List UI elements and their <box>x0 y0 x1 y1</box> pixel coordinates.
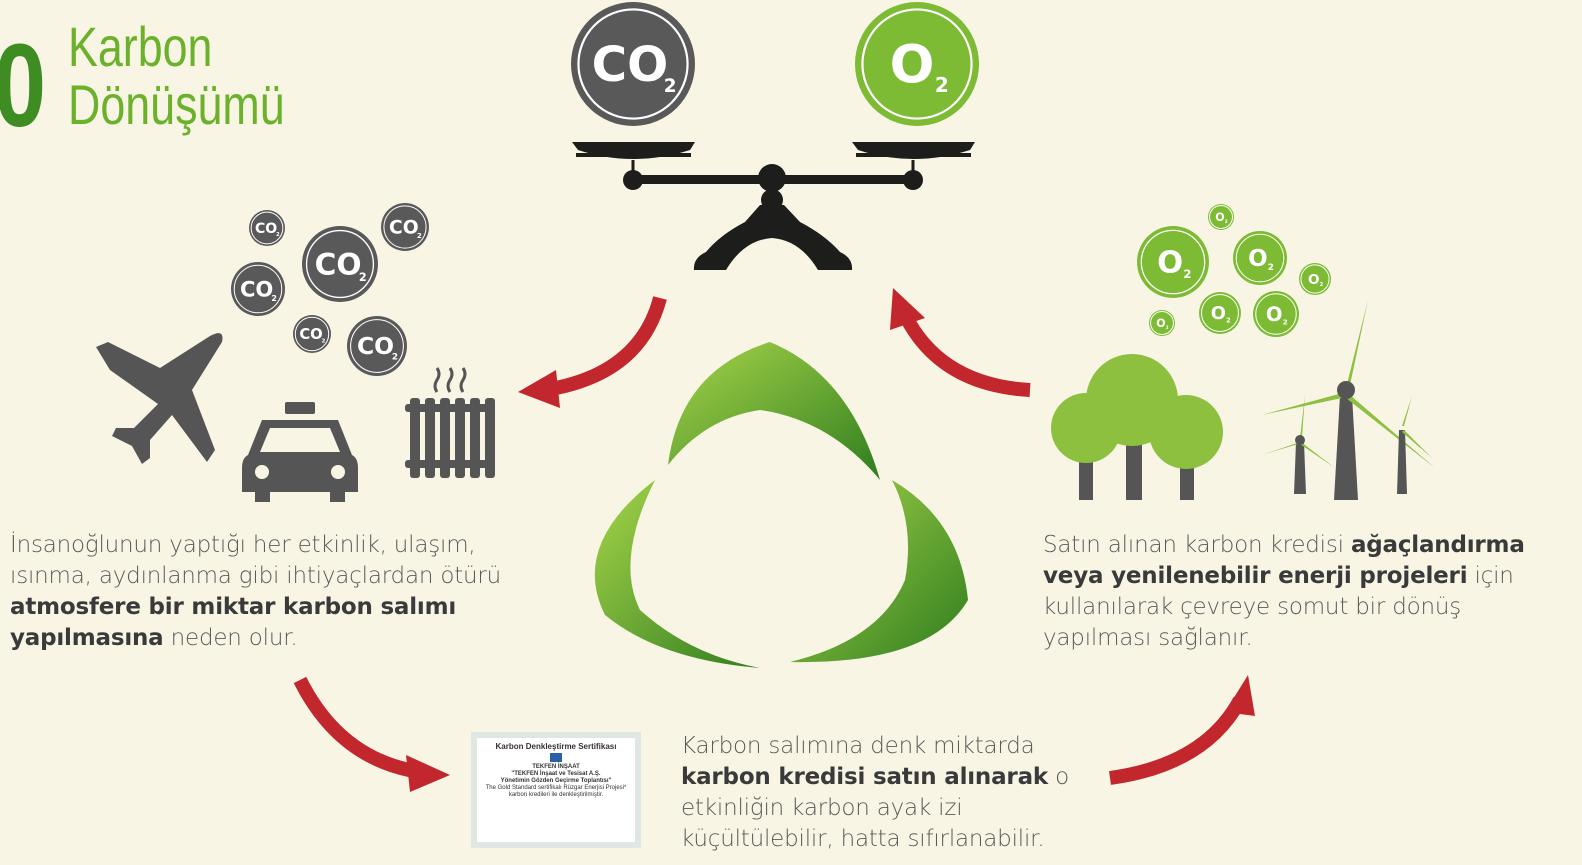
right-paragraph: Satın alınan karbon kredisi ağaçlandırma… <box>1043 530 1543 654</box>
joint <box>903 170 923 190</box>
logo <box>550 753 562 762</box>
plane-icon <box>96 333 223 464</box>
co2-coin: CO2 <box>571 2 695 126</box>
balance-scale <box>572 142 975 270</box>
recycle-leaves <box>595 342 968 668</box>
coin-subscript: 2 <box>1225 219 1228 224</box>
infographic: {"header": {"number": "0", "title_line1"… <box>0 0 1582 865</box>
text: Satın alınan karbon kredisi <box>1043 532 1351 558</box>
header-number: 0 <box>0 19 46 152</box>
coin-label: CO <box>592 37 669 93</box>
certificate-text: Yönetimin Gözden Geçirme Toplantısı" <box>483 778 629 785</box>
bold-text: karbon kredisi satın alınarak <box>681 764 1048 790</box>
coin-label: O <box>1211 303 1226 324</box>
coin-subscript: 2 <box>276 232 280 238</box>
certificate-title: Karbon Denkleştirme Sertifikası <box>483 742 629 751</box>
coin-label: CO <box>240 276 273 301</box>
certificate-text: The Gold Standard sertifikalı Rüzgar Ene… <box>483 785 629 799</box>
certificate-body: Karbon Denkleştirme Sertifikası TEKFEN İ… <box>477 738 635 842</box>
pan-rim <box>576 153 691 157</box>
header: 0 Karbon Dönüşümü <box>0 15 285 151</box>
coin-subscript: 2 <box>1183 267 1191 281</box>
pan-rim <box>856 153 971 157</box>
coin-subscript: 2 <box>1283 317 1288 326</box>
coin-label: O <box>1266 303 1283 326</box>
coin-subscript: 2 <box>1166 325 1169 330</box>
coin-subscript: 2 <box>321 339 325 345</box>
joint <box>623 170 643 190</box>
certificate-text: "TEKFEN İnşaat ve Tesisat A.Ş. <box>483 771 629 778</box>
o2-coin: O2 <box>1149 310 1175 336</box>
coin-subscript: 2 <box>1268 263 1274 273</box>
joint <box>758 164 786 192</box>
radiator-icon <box>405 368 495 478</box>
co2-coin: CO2 <box>249 210 285 246</box>
co2-coin: CO2 <box>347 316 407 376</box>
text: İnsanoğlunun yaptığı her etkinlik, ulaşı… <box>10 532 501 589</box>
coin-subscript: 2 <box>417 231 422 240</box>
text: Karbon salımına denk miktarda <box>681 733 1035 759</box>
coin-subscript: 2 <box>1226 316 1231 324</box>
coin-label: O <box>1308 272 1320 288</box>
co2-coin: CO2 <box>302 226 378 302</box>
coin-label: CO <box>389 218 419 239</box>
o2-coin: O2 <box>1137 226 1209 298</box>
coin-label: CO <box>299 326 322 343</box>
co2-coin: CO2 <box>231 262 285 316</box>
coin-label: CO <box>315 246 362 281</box>
coin-subscript: 2 <box>359 271 367 284</box>
certificate: Karbon Denkleştirme Sertifikası TEKFEN İ… <box>471 732 641 848</box>
left-paragraph: İnsanoğlunun yaptığı her etkinlik, ulaşı… <box>10 530 530 654</box>
coin-label: O <box>890 34 935 95</box>
coin-label: CO <box>357 332 394 360</box>
trees-icon <box>1051 354 1223 500</box>
coin-label: O <box>1156 317 1165 330</box>
taxi-icon <box>242 402 358 502</box>
certificate-text: TEKFEN İNŞAAT <box>483 764 629 771</box>
coin-label: O <box>1157 246 1183 281</box>
co2-coin: CO2 <box>293 315 331 353</box>
coin-subscript: 2 <box>271 294 277 303</box>
coin-label: O <box>1215 211 1224 224</box>
coin-subscript: 2 <box>1320 282 1324 288</box>
page: Karbon Dönüşümü html, body { margin: 0; … <box>0 0 1582 865</box>
co2-coin: CO2 <box>381 203 429 251</box>
bottom-paragraph: Karbon salımına denk miktarda karbon kre… <box>681 731 1081 855</box>
header-title: Dönüşümü <box>68 73 285 136</box>
stand <box>694 205 852 270</box>
coin-label: CO <box>255 221 277 237</box>
coin-subscript: 2 <box>664 76 677 97</box>
text: neden olur. <box>164 625 298 651</box>
coin-subscript: 2 <box>392 353 398 363</box>
coin-subscript: 2 <box>935 73 949 97</box>
header-title: Karbon <box>68 15 212 78</box>
coin-label: O <box>1248 246 1268 272</box>
